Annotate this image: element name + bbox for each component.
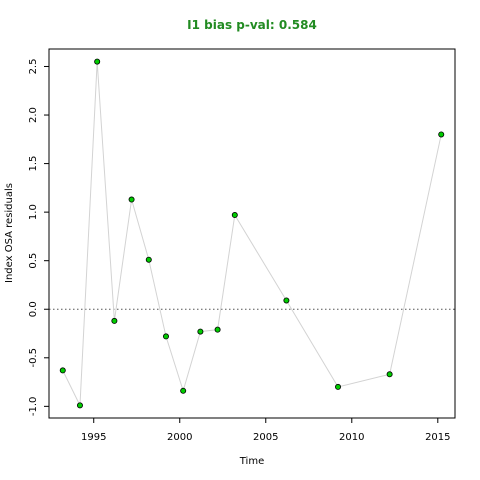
data-point — [197, 328, 204, 335]
data-point — [438, 131, 445, 138]
data-point — [180, 387, 187, 394]
y-tick-label: 2.0 — [28, 107, 39, 123]
x-tick-label: 2010 — [339, 432, 364, 443]
data-point — [145, 256, 152, 263]
x-tick-label: 2015 — [425, 432, 450, 443]
data-point — [162, 333, 169, 340]
y-tick-label: 0.0 — [28, 301, 39, 317]
y-tick-label: 1.5 — [28, 156, 39, 172]
plot-frame — [48, 48, 456, 419]
data-point — [214, 326, 221, 333]
x-tick-label: 1995 — [81, 432, 106, 443]
y-tick-label: 1.0 — [28, 204, 39, 220]
x-tick-label: 2005 — [253, 432, 278, 443]
x-axis-label: Time — [239, 456, 264, 467]
plot-area — [49, 58, 455, 409]
data-point — [111, 317, 118, 324]
data-point — [231, 212, 238, 219]
y-tick-label: 2.5 — [28, 59, 39, 75]
data-point — [283, 297, 290, 304]
data-point — [76, 402, 83, 409]
y-axis-label: Index OSA residuals — [4, 183, 15, 283]
y-tick-label: -1.0 — [28, 397, 39, 417]
x-tick-label: 2000 — [167, 432, 192, 443]
y-tick-label: 0.5 — [28, 253, 39, 269]
data-point — [386, 371, 393, 378]
y-tick-label: -0.5 — [28, 348, 39, 368]
data-point — [128, 196, 135, 203]
data-point — [94, 58, 101, 65]
data-point — [59, 367, 66, 374]
chart-title: I1 bias p-val: 0.584 — [187, 18, 317, 32]
data-point — [335, 383, 342, 390]
